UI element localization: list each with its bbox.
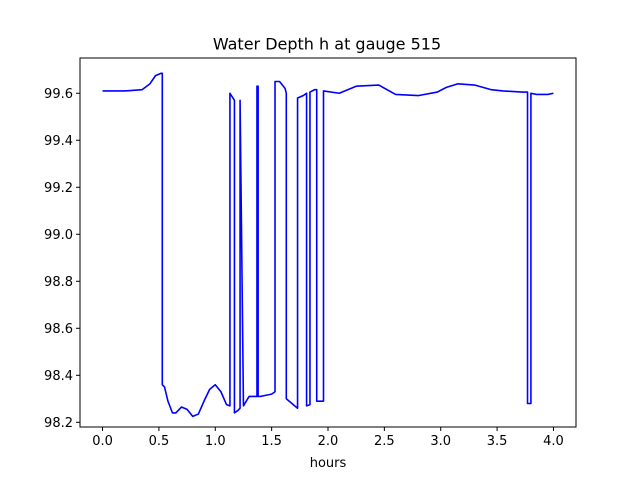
x-tick-label: 3.0 (430, 434, 451, 449)
chart-title: Water Depth h at gauge 515 (213, 35, 441, 54)
x-tick-label: 1.5 (261, 434, 282, 449)
y-tick-label: 99.4 (44, 134, 73, 149)
x-axis: 0.0 0.5 1.0 1.5 2.0 2.5 3.0 3.5 4.0 (92, 427, 564, 449)
x-tick-label: 1.0 (205, 434, 226, 449)
x-tick-label: 3.5 (487, 434, 508, 449)
y-tick-label: 99.6 (44, 87, 73, 102)
series-line (102, 72, 554, 418)
y-tick-label: 98.2 (44, 416, 73, 431)
x-axis-label: hours (310, 456, 347, 471)
y-tick-label: 98.6 (44, 322, 73, 337)
plot-area (79, 57, 577, 428)
x-tick-label: 0.5 (149, 434, 170, 449)
y-tick-label: 99.2 (44, 181, 73, 196)
y-axis: 98.2 98.4 98.6 98.8 99.0 99.2 99.4 99.6 (44, 87, 80, 431)
x-tick-label: 2.0 (318, 434, 339, 449)
x-tick-label: 0.0 (92, 434, 113, 449)
x-tick-label: 4.0 (543, 434, 564, 449)
x-tick-label: 2.5 (374, 434, 395, 449)
y-tick-label: 99.0 (44, 228, 73, 243)
y-tick-label: 98.8 (44, 275, 73, 290)
y-tick-label: 98.4 (44, 369, 73, 384)
